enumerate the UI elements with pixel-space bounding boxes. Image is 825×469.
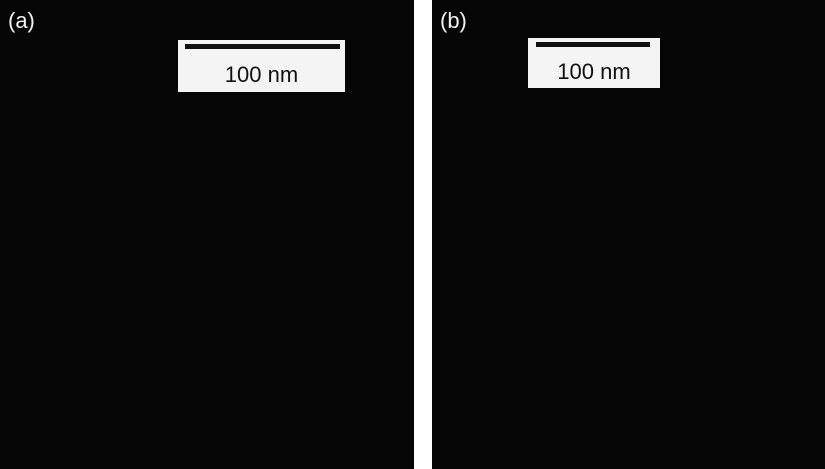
panel-label: (a) — [8, 8, 35, 34]
scale-bar-label: 100 nm — [528, 59, 660, 85]
panel-b: (b) 100 nm — [432, 0, 825, 469]
scale-bar — [536, 42, 650, 47]
panel-label: (b) — [440, 8, 467, 34]
scale-bar-box: 100 nm — [178, 40, 345, 92]
panel-a: (a) 100 nm — [0, 0, 414, 469]
scale-bar-label: 100 nm — [178, 62, 345, 88]
figure: (a) 100 nm (b) 100 nm (() => { const dat… — [0, 0, 825, 469]
scale-bar-box: 100 nm — [528, 38, 660, 88]
scale-bar — [185, 44, 340, 49]
